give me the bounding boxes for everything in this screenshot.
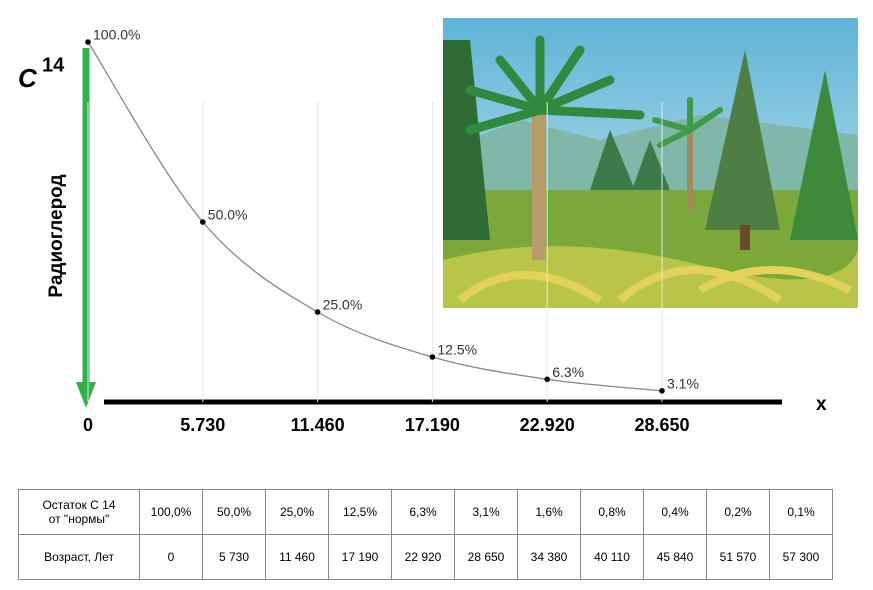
x-tick-label: 5.730 (180, 415, 225, 435)
table-cell: 3,1% (454, 489, 518, 535)
table-cell: 11 460 (265, 534, 329, 580)
point (659, 388, 665, 394)
table-cell: 100,0% (139, 489, 203, 535)
x-tick-label: 28.650 (634, 415, 689, 435)
table-cell: 0,2% (706, 489, 770, 535)
x-tick-label: 22.920 (520, 415, 575, 435)
x-tick-label: 17.190 (405, 415, 460, 435)
data-table: Остаток С 14 от "нормы" 100,0% 50,0% 25,0% 1… (18, 489, 833, 580)
value-label: 6.3% (552, 364, 584, 380)
y-arrow-head (76, 382, 96, 408)
table-cell: 5 730 (202, 534, 266, 580)
x-tick-label: 11.460 (291, 415, 345, 435)
table-cell: 12,5% (328, 489, 392, 535)
value-label: 50.0% (208, 207, 248, 223)
chart: C 14 Радиоглерод x 0 5.730 11.460 17.190 22.… (18, 18, 858, 435)
table-row: Возраст, Лет 0 5 730 11 460 17 190 22 920 28 6… (18, 534, 833, 580)
table-row: Остаток С 14 от "нормы" 100,0% 50,0% 25,0% 1… (18, 489, 833, 535)
table-cell: 6,3% (391, 489, 455, 535)
x-tick-label: 0 (83, 415, 93, 435)
value-label: 3.1% (667, 376, 699, 392)
y-symbol-sup: 14 (42, 54, 65, 76)
value-label: 25.0% (323, 297, 363, 313)
table-cell: 25,0% (265, 489, 329, 535)
point (85, 39, 91, 45)
table-cell: 17 190 (328, 534, 392, 580)
y-label: Радиоглерод (46, 174, 67, 297)
point (429, 354, 436, 360)
table-cell: Возраст, Лет (18, 534, 140, 580)
table-cell: 57 300 (769, 534, 833, 580)
table-cell: 50,0% (202, 489, 266, 535)
y-symbol: C (18, 63, 38, 93)
value-label: 12.5% (437, 342, 477, 358)
value-label: 100.0% (93, 27, 140, 43)
x-label: x (816, 394, 827, 415)
table-cell: 28 650 (454, 534, 518, 580)
point (200, 219, 206, 225)
table-cell: 40 110 (580, 534, 644, 580)
illustration (443, 18, 858, 308)
table-cell: 0,4% (643, 489, 707, 535)
point (314, 309, 321, 315)
table-cell: 22 920 (391, 534, 455, 580)
table-cell: 51 570 (706, 534, 770, 580)
table-cell: 0 (139, 534, 203, 580)
table-cell: 0,1% (769, 489, 833, 535)
table-cell: 45 840 (643, 534, 707, 580)
table-cell: 34 380 (517, 534, 581, 580)
table-cell: Остаток С 14 от "нормы" (18, 489, 140, 535)
point (544, 376, 550, 383)
table-cell: 0,8% (580, 489, 644, 535)
table-cell: 1,6% (517, 489, 581, 535)
